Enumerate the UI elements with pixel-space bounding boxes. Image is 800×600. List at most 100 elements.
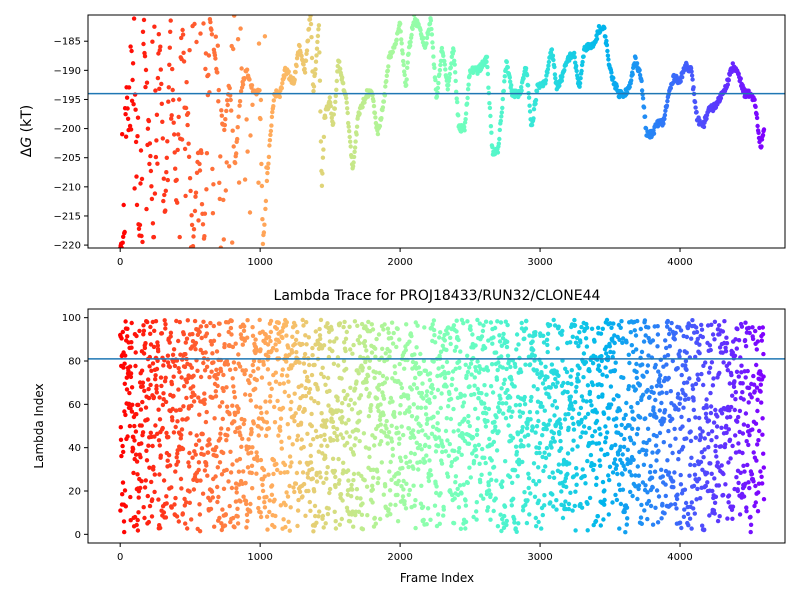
data-point — [455, 492, 461, 498]
data-point — [145, 493, 150, 499]
data-point — [141, 17, 147, 23]
data-point — [409, 387, 414, 392]
data-point — [408, 39, 413, 45]
data-point — [503, 319, 508, 324]
data-point — [713, 443, 718, 449]
data-point — [462, 393, 467, 398]
data-point — [168, 29, 173, 34]
data-point — [487, 436, 492, 442]
data-point — [714, 435, 719, 440]
data-point — [339, 420, 345, 425]
data-point — [499, 386, 504, 391]
data-point — [237, 425, 242, 430]
data-point — [292, 489, 297, 495]
data-point — [350, 351, 355, 356]
data-point — [318, 475, 323, 480]
data-point — [655, 324, 660, 329]
data-point — [123, 353, 128, 358]
data-point — [202, 468, 208, 473]
data-point — [418, 405, 424, 410]
data-point — [365, 373, 371, 379]
data-point — [129, 48, 134, 54]
data-point — [742, 338, 748, 343]
data-point — [208, 19, 213, 25]
data-point — [175, 459, 181, 464]
data-point — [418, 27, 423, 33]
data-point — [729, 404, 734, 410]
data-point — [491, 439, 497, 445]
data-point — [232, 395, 238, 400]
data-point — [538, 361, 544, 366]
data-point — [618, 444, 623, 449]
data-point — [676, 449, 682, 455]
data-point — [227, 367, 233, 372]
data-point — [187, 176, 193, 181]
data-point — [152, 472, 157, 477]
data-point — [540, 454, 545, 460]
data-point — [489, 130, 494, 135]
data-point — [220, 507, 225, 512]
data-point — [286, 393, 291, 399]
data-point — [505, 387, 510, 393]
data-point — [475, 317, 480, 323]
data-point — [688, 462, 693, 467]
data-point — [578, 405, 584, 411]
data-point — [320, 155, 326, 160]
data-point — [721, 492, 726, 498]
data-point — [438, 491, 443, 496]
data-point — [749, 471, 755, 477]
data-point — [231, 384, 236, 389]
data-point — [473, 365, 478, 370]
y-tick-label: 40 — [68, 443, 81, 454]
data-point — [317, 509, 322, 514]
data-point — [418, 351, 423, 357]
data-point — [352, 401, 357, 406]
data-point — [660, 501, 665, 507]
data-point — [738, 76, 743, 81]
data-point — [602, 502, 607, 507]
data-point — [673, 330, 678, 336]
data-point — [531, 478, 536, 484]
data-point — [292, 391, 297, 396]
data-point — [313, 329, 318, 334]
data-point — [409, 32, 414, 38]
data-point — [594, 482, 599, 487]
data-point — [585, 458, 590, 464]
data-point — [607, 464, 613, 469]
data-point — [236, 482, 242, 487]
data-point — [170, 418, 175, 423]
data-point — [287, 483, 292, 489]
data-point — [701, 382, 706, 388]
x-tick-label: 0 — [117, 552, 123, 563]
data-point — [155, 161, 160, 166]
data-point — [272, 404, 277, 410]
data-point — [628, 460, 633, 465]
data-point — [387, 354, 392, 359]
data-point — [267, 381, 272, 386]
data-point — [631, 457, 636, 462]
data-point — [380, 346, 385, 351]
y-tick-label: −220 — [54, 241, 81, 252]
data-point — [331, 112, 336, 117]
data-point — [450, 376, 455, 382]
bottom-x-axis-label: Frame Index — [400, 571, 474, 585]
data-point — [201, 21, 206, 26]
data-point — [321, 147, 326, 152]
data-point — [275, 398, 280, 404]
data-point — [122, 488, 128, 493]
data-point — [627, 423, 632, 428]
data-point — [748, 522, 754, 527]
data-point — [761, 497, 767, 502]
data-point — [245, 318, 250, 323]
data-point — [148, 342, 154, 347]
data-point — [498, 396, 503, 401]
data-point — [534, 89, 540, 94]
data-point — [333, 519, 338, 524]
data-point — [651, 405, 656, 410]
data-point — [553, 76, 558, 81]
data-point — [225, 362, 231, 367]
data-point — [750, 336, 756, 342]
data-point — [124, 387, 130, 392]
data-point — [367, 391, 372, 396]
data-point — [570, 508, 575, 513]
